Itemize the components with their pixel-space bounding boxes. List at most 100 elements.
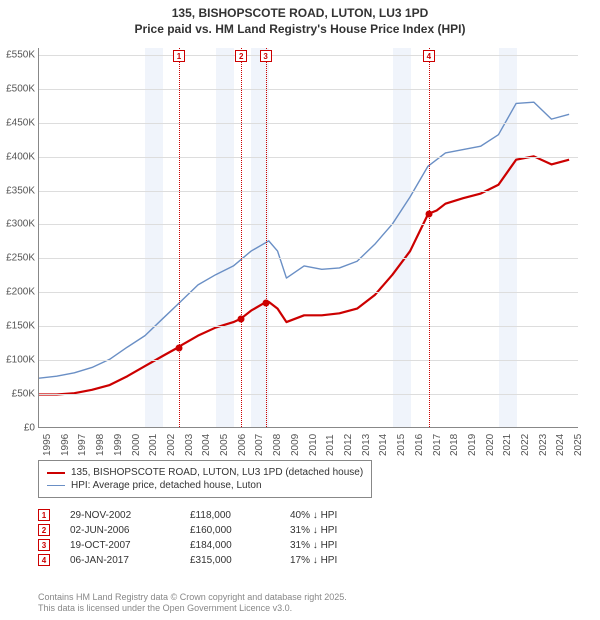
xtick-label: 2023 [538,434,549,456]
legend-label-1: HPI: Average price, detached house, Luto… [71,480,262,491]
legend-row: HPI: Average price, detached house, Luto… [47,480,363,491]
legend-row: 135, BISHOPSCOTE ROAD, LUTON, LU3 1PD (d… [47,467,363,478]
footnote-line2: This data is licensed under the Open Gov… [38,603,347,614]
xtick-label: 2019 [467,434,478,456]
xtick-label: 2008 [272,434,283,456]
ytick-label: £200K [1,287,35,298]
xtick-label: 2001 [148,434,159,456]
footnote: Contains HM Land Registry data © Crown c… [38,592,347,614]
xtick-label: 2009 [290,434,301,456]
series-price_paid [39,156,569,394]
xtick-label: 2003 [184,434,195,456]
legend-swatch-1 [47,485,65,486]
event-hpi: 31% ↓ HPI [290,525,370,536]
xtick-label: 2005 [219,434,230,456]
ytick-label: £550K [1,49,35,60]
sale-dot [262,300,269,307]
xtick-label: 2020 [485,434,496,456]
xtick-label: 2007 [254,434,265,456]
chart-container: 135, BISHOPSCOTE ROAD, LUTON, LU3 1PD Pr… [0,0,600,620]
gridline-h [39,258,578,259]
sale-vline [266,48,267,427]
xtick-label: 2017 [432,434,443,456]
event-row: 4 06-JAN-2017 £315,000 17% ↓ HPI [38,554,370,566]
legend-label-0: 135, BISHOPSCOTE ROAD, LUTON, LU3 1PD (d… [71,467,363,478]
gridline-h [39,394,578,395]
xtick-label: 2013 [361,434,372,456]
gridline-h [39,191,578,192]
events-table: 129-NOV-2002£118,00040% ↓ HPI202-JUN-200… [38,506,370,569]
event-row: 2 02-JUN-2006 £160,000 31% ↓ HPI [38,524,370,536]
xtick-label: 2016 [414,434,425,456]
gridline-h [39,292,578,293]
sale-marker-box: 1 [173,50,185,62]
xtick-label: 2002 [166,434,177,456]
gridline-h [39,360,578,361]
xtick-label: 2025 [573,434,584,456]
xtick-label: 2022 [520,434,531,456]
event-price: £118,000 [190,510,270,521]
sale-marker-box: 4 [423,50,435,62]
xtick-label: 1998 [95,434,106,456]
xtick-label: 2014 [378,434,389,456]
xtick-label: 1995 [42,434,53,456]
event-hpi: 31% ↓ HPI [290,540,370,551]
xtick-label: 2012 [343,434,354,456]
event-hpi: 17% ↓ HPI [290,555,370,566]
title-line2: Price paid vs. HM Land Registry's House … [0,22,600,38]
ytick-label: £0 [1,423,35,434]
sale-marker-box: 3 [260,50,272,62]
xtick-label: 1997 [77,434,88,456]
event-marker-box: 1 [38,509,50,521]
xtick-label: 2018 [449,434,460,456]
event-price: £184,000 [190,540,270,551]
series-hpi [39,102,569,378]
legend-swatch-0 [47,472,65,474]
ytick-label: £100K [1,355,35,366]
event-row: 3 19-OCT-2007 £184,000 31% ↓ HPI [38,539,370,551]
footnote-line1: Contains HM Land Registry data © Crown c… [38,592,347,603]
sale-dot [425,211,432,218]
event-date: 02-JUN-2006 [70,525,170,536]
gridline-h [39,89,578,90]
ytick-label: £50K [1,389,35,400]
xtick-label: 2004 [201,434,212,456]
event-row: 129-NOV-2002£118,00040% ↓ HPI [38,509,370,521]
xtick-label: 2021 [502,434,513,456]
event-marker-box: 3 [38,539,50,551]
chart-area: £0£50K£100K£150K£200K£250K£300K£350K£400… [38,48,578,428]
ytick-label: £250K [1,253,35,264]
event-marker-box: 2 [38,524,50,536]
sale-dot [176,344,183,351]
xtick-label: 2024 [555,434,566,456]
xtick-label: 2000 [131,434,142,456]
sale-marker-box: 2 [235,50,247,62]
legend: 135, BISHOPSCOTE ROAD, LUTON, LU3 1PD (d… [38,460,372,498]
gridline-h [39,326,578,327]
ytick-label: £300K [1,219,35,230]
xtick-label: 2011 [325,434,336,456]
event-hpi: 40% ↓ HPI [290,510,370,521]
xtick-label: 2015 [396,434,407,456]
sale-dot [238,316,245,323]
gridline-h [39,123,578,124]
xtick-label: 2006 [237,434,248,456]
xtick-label: 1996 [60,434,71,456]
ytick-label: £150K [1,321,35,332]
event-price: £315,000 [190,555,270,566]
gridline-h [39,224,578,225]
xtick-label: 2010 [308,434,319,456]
event-date: 19-OCT-2007 [70,540,170,551]
title-line1: 135, BISHOPSCOTE ROAD, LUTON, LU3 1PD [0,6,600,22]
event-price: £160,000 [190,525,270,536]
sale-vline [179,48,180,427]
ytick-label: £350K [1,185,35,196]
event-marker-box: 4 [38,554,50,566]
sale-vline [429,48,430,427]
gridline-h [39,157,578,158]
ytick-label: £450K [1,117,35,128]
gridline-h [39,55,578,56]
event-date: 06-JAN-2017 [70,555,170,566]
plot-svg [39,48,578,427]
title-block: 135, BISHOPSCOTE ROAD, LUTON, LU3 1PD Pr… [0,0,600,37]
